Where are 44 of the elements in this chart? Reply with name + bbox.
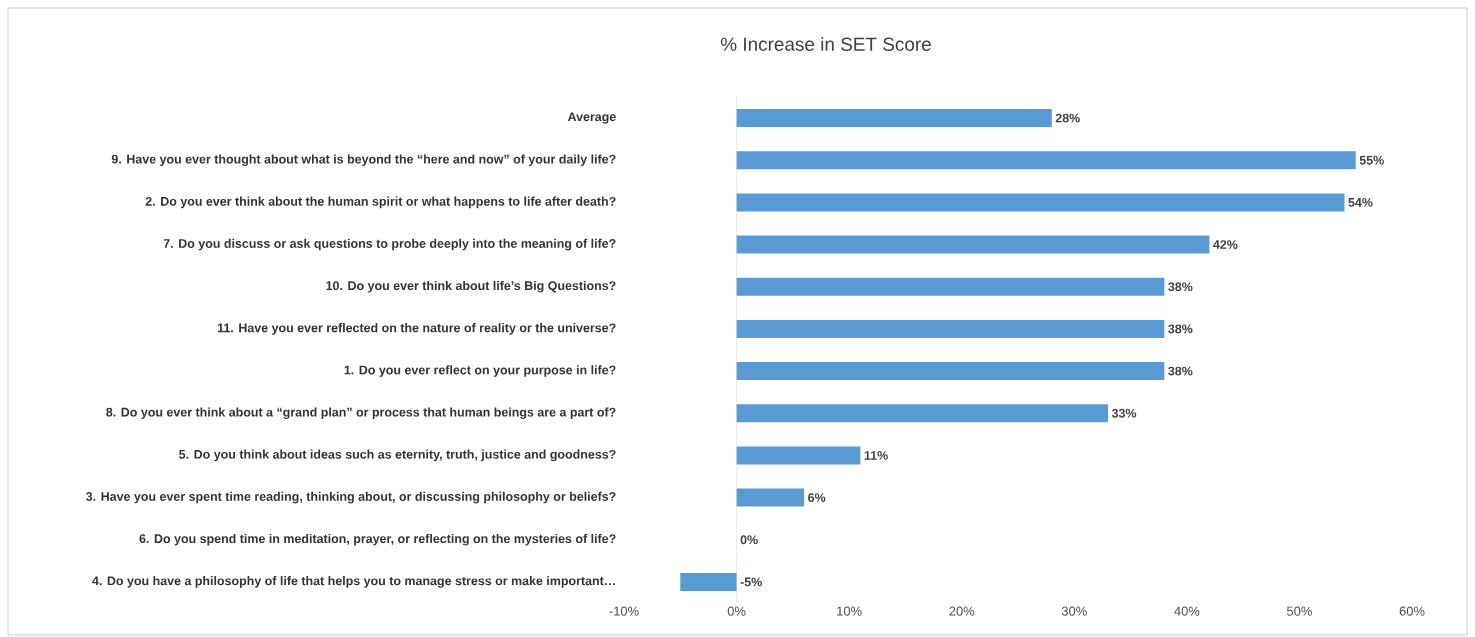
bar bbox=[736, 109, 1052, 128]
y-tick-label: 10. Do you ever think about life’s Big Questions? bbox=[326, 280, 616, 293]
data-label: 28% bbox=[1055, 113, 1080, 123]
y-tick-label: 4. Do you have a philosophy of life that helps you to manage stress or make important… bbox=[92, 576, 615, 588]
data-label: 54% bbox=[1348, 198, 1373, 207]
x-tick-label: 10% bbox=[837, 606, 862, 616]
x-tick-label: 30% bbox=[1061, 606, 1087, 616]
data-label: 38% bbox=[1168, 366, 1193, 376]
y-tick-label: 9. Have you ever thought about what is beyond the “here and now” of your daily life? bbox=[111, 154, 616, 167]
x-tick-label: 60% bbox=[1399, 606, 1425, 616]
bar bbox=[736, 319, 1165, 338]
bar bbox=[736, 235, 1210, 254]
x-tick-label: 0% bbox=[727, 606, 746, 616]
bar bbox=[736, 446, 861, 465]
data-label: 38% bbox=[1168, 324, 1193, 334]
bar bbox=[736, 277, 1165, 296]
x-tick-label: 40% bbox=[1174, 606, 1200, 616]
data-label: 0% bbox=[740, 535, 758, 545]
bar bbox=[680, 572, 737, 591]
bar bbox=[736, 362, 1165, 381]
chart-title: % Increase in SET Score bbox=[720, 37, 931, 51]
x-tick-label: -10% bbox=[609, 606, 639, 616]
data-label: 55% bbox=[1359, 155, 1384, 165]
data-label: 42% bbox=[1213, 240, 1238, 249]
y-tick-label: 11. Have you ever reflected on the nature of reality or the universe? bbox=[217, 323, 616, 335]
y-tick-label: 2. Do you ever think about the human spirit or what happens to life after death? bbox=[145, 196, 616, 209]
bar bbox=[736, 404, 1109, 423]
y-tick-label: 1. Do you ever reflect on your purpose in life? bbox=[344, 365, 616, 377]
bar bbox=[736, 193, 1345, 212]
data-label: 11% bbox=[864, 451, 888, 460]
y-tick-label: 6. Do you spend time in meditation, prayer, or reflecting on the mysteries of life? bbox=[139, 533, 616, 546]
y-tick-label: 7. Do you discuss or ask questions to probe deeply into the meaning of life? bbox=[163, 238, 616, 251]
data-label: -5% bbox=[740, 577, 762, 587]
data-label: 33% bbox=[1111, 408, 1137, 418]
data-label: 38% bbox=[1168, 282, 1193, 292]
x-tick-label: 50% bbox=[1286, 606, 1312, 616]
data-label: 6% bbox=[808, 493, 826, 502]
bar bbox=[736, 488, 805, 507]
x-tick-label: 20% bbox=[949, 606, 975, 616]
y-tick-label: 5. Do you think about ideas such as eternity, truth, justice and goodness? bbox=[179, 449, 616, 462]
bar bbox=[736, 151, 1356, 170]
y-tick-label: 8. Do you ever think about a “grand plan” or process that human beings are a part of? bbox=[106, 407, 616, 420]
y-tick-label: Average bbox=[567, 112, 616, 124]
y-tick-label: 3. Have you ever spent time reading, thinking about, or discussing philosophy or beliefs? bbox=[86, 491, 616, 504]
